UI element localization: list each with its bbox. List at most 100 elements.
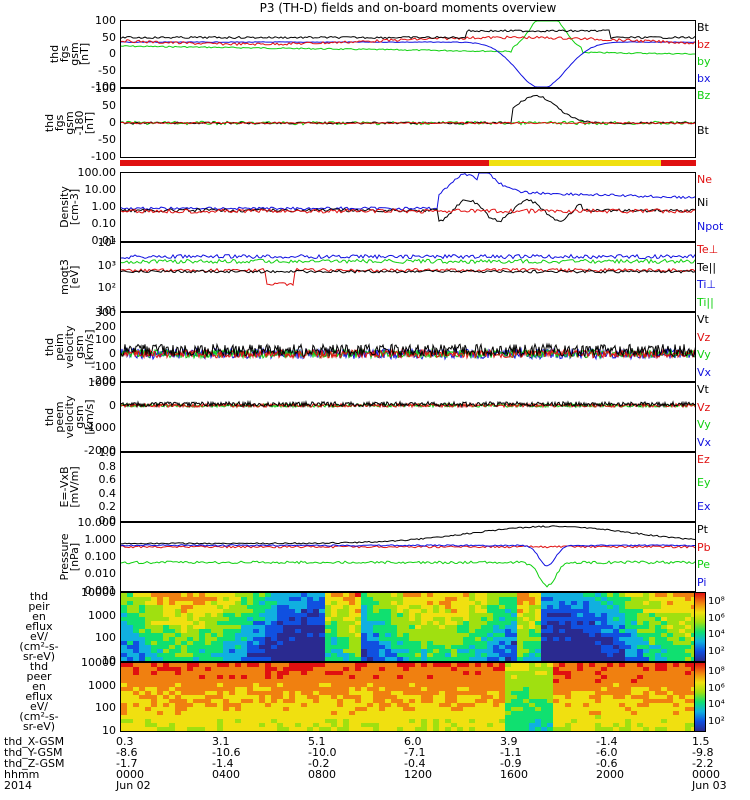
heat-cell bbox=[133, 637, 139, 641]
heat-cell bbox=[427, 625, 433, 629]
heat-cell bbox=[397, 719, 403, 723]
heat-cell bbox=[619, 645, 625, 649]
heat-cell bbox=[235, 653, 241, 657]
heat-cell bbox=[445, 703, 451, 707]
heat-cell bbox=[139, 605, 145, 609]
heat-cell bbox=[271, 645, 277, 649]
heat-cell bbox=[499, 695, 505, 699]
heat-cell bbox=[661, 653, 667, 657]
heat-cell bbox=[463, 695, 469, 699]
heat-cell bbox=[169, 671, 175, 675]
heat-cell bbox=[631, 723, 637, 727]
heat-cell bbox=[205, 683, 211, 687]
heat-cell bbox=[139, 727, 145, 731]
heat-cell bbox=[205, 727, 211, 731]
heat-cell bbox=[445, 683, 451, 687]
heat-cell bbox=[493, 613, 499, 617]
heat-cell bbox=[415, 609, 421, 613]
heat-cell bbox=[379, 605, 385, 609]
heat-cell bbox=[451, 625, 457, 629]
heat-cell bbox=[217, 711, 223, 715]
heat-cell bbox=[355, 637, 361, 641]
heat-cell bbox=[175, 649, 181, 653]
heat-cell bbox=[385, 707, 391, 711]
heat-cell bbox=[175, 671, 181, 675]
heat-cell bbox=[493, 605, 499, 609]
heat-cell bbox=[517, 723, 523, 727]
heat-cell bbox=[259, 691, 265, 695]
heat-cell bbox=[487, 593, 493, 597]
heat-cell bbox=[367, 653, 373, 657]
heat-cell bbox=[253, 653, 259, 657]
heat-cell bbox=[223, 597, 229, 601]
heat-cell bbox=[439, 663, 445, 667]
heat-cell bbox=[367, 691, 373, 695]
heat-cell bbox=[463, 703, 469, 707]
heat-cell bbox=[415, 667, 421, 671]
heat-cell bbox=[493, 633, 499, 637]
heat-cell bbox=[151, 715, 157, 719]
heat-cell bbox=[277, 687, 283, 691]
heat-cell bbox=[661, 715, 667, 719]
heat-cell bbox=[331, 605, 337, 609]
heat-cell bbox=[223, 715, 229, 719]
heat-cell bbox=[577, 679, 583, 683]
heat-cell bbox=[271, 617, 277, 621]
heat-cell bbox=[661, 613, 667, 617]
heat-cell bbox=[295, 621, 301, 625]
heat-cell bbox=[517, 699, 523, 703]
legend-Pb: Pb bbox=[697, 540, 711, 554]
legend-bz: bz bbox=[697, 38, 710, 51]
heat-cell bbox=[235, 687, 241, 691]
heat-cell bbox=[433, 633, 439, 637]
heat-cell bbox=[403, 621, 409, 625]
heat-cell bbox=[451, 679, 457, 683]
heat-cell bbox=[637, 653, 643, 657]
heat-cell bbox=[253, 609, 259, 613]
heat-cell bbox=[595, 653, 601, 657]
heat-cell bbox=[655, 597, 661, 601]
heat-cell bbox=[685, 633, 691, 637]
heat-cell bbox=[259, 715, 265, 719]
heat-cell bbox=[535, 617, 541, 621]
heat-cell bbox=[559, 707, 565, 711]
heat-cell bbox=[139, 617, 145, 621]
heat-cell bbox=[565, 687, 571, 691]
heat-cell bbox=[169, 593, 175, 597]
heat-cell bbox=[289, 645, 295, 649]
heat-cell bbox=[691, 613, 695, 617]
heat-cell bbox=[199, 657, 205, 661]
heat-cell bbox=[169, 663, 175, 667]
heat-cell bbox=[529, 703, 535, 707]
heat-cell bbox=[655, 641, 661, 645]
heat-cell bbox=[667, 609, 673, 613]
heat-cell bbox=[649, 679, 655, 683]
heat-cell bbox=[241, 617, 247, 621]
heat-cell bbox=[463, 613, 469, 617]
heat-cell bbox=[367, 679, 373, 683]
heat-cell bbox=[307, 629, 313, 633]
heat-cell bbox=[217, 605, 223, 609]
heat-cell bbox=[355, 719, 361, 723]
heat-cell bbox=[685, 679, 691, 683]
heat-cell bbox=[643, 625, 649, 629]
heat-cell bbox=[391, 703, 397, 707]
heat-cell bbox=[565, 633, 571, 637]
heat-cell bbox=[673, 675, 679, 679]
heat-cell bbox=[385, 629, 391, 633]
heat-cell bbox=[391, 675, 397, 679]
heat-cell bbox=[295, 601, 301, 605]
heat-cell bbox=[283, 605, 289, 609]
heat-cell bbox=[601, 645, 607, 649]
heat-cell bbox=[457, 727, 463, 731]
heat-cell bbox=[523, 687, 529, 691]
heat-cell bbox=[145, 699, 151, 703]
heat-cell bbox=[229, 715, 235, 719]
heat-cell bbox=[625, 683, 631, 687]
series-vt bbox=[121, 399, 695, 409]
heat-cell bbox=[673, 645, 679, 649]
heat-cell bbox=[649, 703, 655, 707]
heat-cell bbox=[487, 617, 493, 621]
heat-cell bbox=[313, 687, 319, 691]
heat-cell bbox=[397, 703, 403, 707]
